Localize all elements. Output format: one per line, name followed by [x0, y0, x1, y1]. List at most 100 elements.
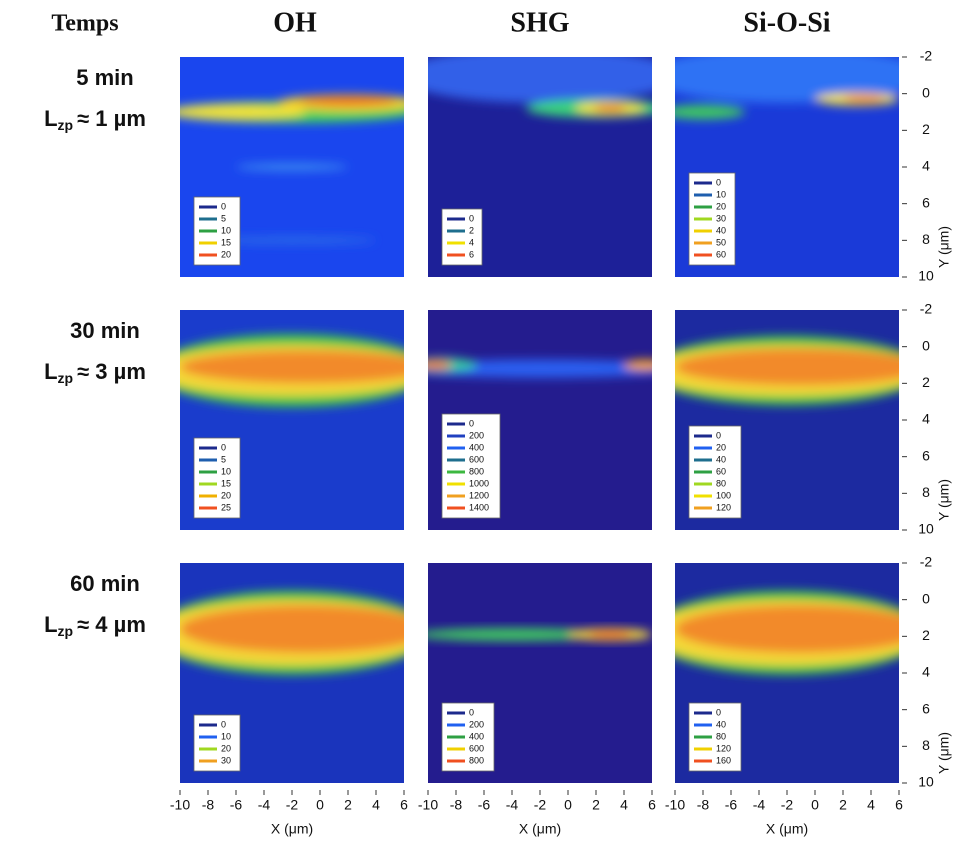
row-time: 60 min: [70, 571, 140, 596]
legend-label: 200: [469, 430, 484, 440]
legend-label: 6: [469, 249, 474, 259]
legend-label: 20: [221, 743, 231, 753]
legend-label: 10: [221, 731, 231, 741]
y-tick-label: 2: [922, 627, 930, 643]
legend-label: 30: [221, 755, 231, 765]
heat-blob: [428, 628, 610, 641]
legend-label: 0: [469, 418, 474, 428]
row-time: 5 min: [76, 65, 133, 90]
x-tick-label: 2: [344, 797, 352, 813]
length-subscript: zp: [58, 370, 74, 386]
y-axis-label: Y (μm): [936, 226, 952, 268]
x-tick-label: 4: [867, 797, 875, 813]
x-tick-label: -6: [725, 797, 738, 813]
column-header: Si-O-Si: [743, 7, 830, 38]
legend-label: 0: [716, 707, 721, 717]
legend-label: 120: [716, 743, 731, 753]
length-symbol: L: [44, 106, 57, 131]
heatmap-field: [675, 335, 899, 406]
y-tick-label: -2: [920, 554, 933, 570]
legend-label: 160: [716, 755, 731, 765]
x-tick-label: 2: [839, 797, 847, 813]
legend-label: 0: [716, 177, 721, 187]
heatmap: [675, 310, 899, 530]
y-tick-label: 8: [922, 484, 930, 500]
y-tick-label: -2: [920, 48, 933, 64]
legend-label: 50: [716, 237, 726, 247]
legend-label: 10: [716, 189, 726, 199]
x-tick-label: -6: [230, 797, 243, 813]
legend-label: 0: [221, 201, 226, 211]
x-tick-label: 0: [811, 797, 819, 813]
column-header: SHG: [510, 7, 569, 38]
x-tick-label: 2: [592, 797, 600, 813]
legend-label: 20: [221, 249, 231, 259]
legend-label: 100: [716, 490, 731, 500]
heat-blob: [180, 350, 404, 384]
heatmap-field: [180, 590, 404, 675]
length-symbol: L: [44, 359, 57, 384]
y-tick-label: 4: [922, 158, 930, 174]
y-tick-label: 4: [922, 411, 930, 427]
x-tick-label: -10: [418, 797, 438, 813]
legend-box: [441, 208, 483, 266]
x-tick-label: -8: [450, 797, 463, 813]
heat-blob: [675, 57, 899, 103]
heatmap-field: [675, 590, 899, 675]
legend-label: 20: [716, 201, 726, 211]
legend-label: 800: [469, 755, 484, 765]
legend-label: 200: [469, 719, 484, 729]
heatmap: [180, 563, 404, 783]
heat-blob: [843, 95, 885, 103]
heat-blob: [428, 359, 652, 378]
heatmap-field: [675, 57, 899, 120]
length-value: ≈ 3 µm: [77, 359, 146, 384]
legend-label: 0: [469, 213, 474, 223]
y-tick-label: 8: [922, 737, 930, 753]
legend-label: 1200: [469, 490, 489, 500]
legend-box: [193, 437, 241, 519]
legend-label: 0: [221, 719, 226, 729]
heat-blob: [236, 163, 348, 171]
legend-box: [441, 413, 501, 519]
heat-blob: [675, 348, 899, 386]
legend-label: 40: [716, 719, 726, 729]
legend-label: 0: [716, 430, 721, 440]
heatmap-field: [428, 357, 652, 378]
legend-label: 20: [221, 490, 231, 500]
y-tick-label: 0: [922, 337, 930, 353]
length-value: ≈ 1 µm: [77, 106, 146, 131]
heat-blob: [428, 360, 452, 370]
legend-label: 80: [716, 478, 726, 488]
x-tick-label: -4: [753, 797, 766, 813]
row-time: 30 min: [70, 318, 140, 343]
y-axis-label: Y (μm): [936, 479, 952, 521]
x-tick-label: -10: [665, 797, 685, 813]
legend-label: 40: [716, 225, 726, 235]
heat-blob: [299, 96, 397, 106]
heat-blob: [593, 104, 627, 113]
heat-blob: [675, 104, 745, 120]
heat-blob: [428, 57, 652, 103]
row-length: Lzp ≈ 4 µm: [44, 612, 146, 639]
legend-label: 25: [221, 502, 231, 512]
heat-blob: [180, 104, 306, 120]
x-axis-label: X (μm): [271, 821, 313, 837]
heat-blob: [180, 605, 404, 653]
legend-label: 120: [716, 502, 731, 512]
x-axis-label: X (μm): [766, 821, 808, 837]
legend-label: 20: [716, 442, 726, 452]
legend-label: 60: [716, 466, 726, 476]
legend-label: 400: [469, 731, 484, 741]
row-header: Temps: [51, 11, 118, 37]
legend-label: 15: [221, 237, 231, 247]
legend-label: 15: [221, 478, 231, 488]
length-subscript: zp: [58, 623, 74, 639]
heatmap-field: [428, 628, 652, 641]
legend-label: 5: [221, 454, 226, 464]
x-tick-label: -8: [697, 797, 710, 813]
heatmap-field: [180, 94, 404, 244]
length-symbol: L: [44, 612, 57, 637]
heatmap-field: [180, 333, 404, 408]
